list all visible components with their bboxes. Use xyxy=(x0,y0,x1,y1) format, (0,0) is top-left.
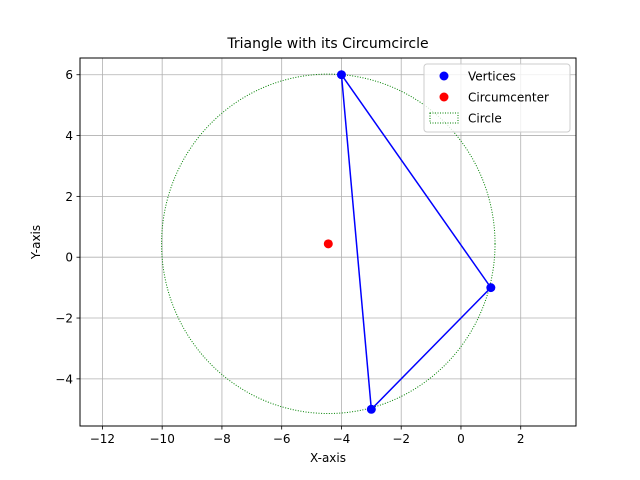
circumcenter-point xyxy=(323,239,333,249)
x-tick-label-2: −8 xyxy=(213,432,231,446)
chart-title: Triangle with its Circumcircle xyxy=(226,36,428,52)
y-tick-label-4: 4 xyxy=(65,129,73,143)
x-tick-label-0: −12 xyxy=(90,432,115,446)
vertex-point-0 xyxy=(336,70,346,80)
x-tick-label-4: −4 xyxy=(333,432,351,446)
triangle-layer xyxy=(340,74,492,410)
x-axis-ticks: −12 −10 −8 −6 −4 −2 0 2 xyxy=(90,426,525,446)
plot-frame xyxy=(79,57,577,427)
y-axis-label: Y-axis xyxy=(29,225,43,260)
y-tick-label-0: −4 xyxy=(55,372,73,386)
legend-marker-vertices xyxy=(439,71,449,81)
legend-label-circle: Circle xyxy=(468,112,502,126)
y-axis-ticks: −4 −2 0 2 4 6 xyxy=(55,68,80,386)
y-tick-label-2: 0 xyxy=(65,251,73,265)
x-tick-label-7: 2 xyxy=(517,432,525,446)
legend-patch-circle xyxy=(429,112,459,124)
circumcircle-layer xyxy=(161,73,496,415)
circumcircle xyxy=(161,73,496,415)
legend: Vertices Circumcenter Circle xyxy=(423,63,571,133)
triangle-edge-0 xyxy=(340,74,492,289)
legend-label-vertices: Vertices xyxy=(468,70,516,84)
legend-label-circumcenter: Circumcenter xyxy=(468,91,549,105)
triangle-edge-2 xyxy=(340,74,373,410)
x-tick-label-5: −2 xyxy=(392,432,410,446)
x-tick-label-1: −10 xyxy=(150,432,175,446)
triangle-edge-1 xyxy=(370,287,492,410)
y-tick-label-3: 2 xyxy=(65,190,73,204)
legend-box xyxy=(423,63,571,133)
x-tick-label-3: −6 xyxy=(273,432,291,446)
y-tick-label-5: 6 xyxy=(65,68,73,82)
points-layer xyxy=(323,70,496,414)
legend-marker-circumcenter xyxy=(439,92,449,102)
vertex-point-2 xyxy=(366,404,376,414)
y-tick-label-1: −2 xyxy=(55,312,73,326)
x-tick-label-6: 0 xyxy=(457,432,465,446)
vertex-point-1 xyxy=(486,283,496,293)
x-axis-label: X-axis xyxy=(310,451,346,465)
